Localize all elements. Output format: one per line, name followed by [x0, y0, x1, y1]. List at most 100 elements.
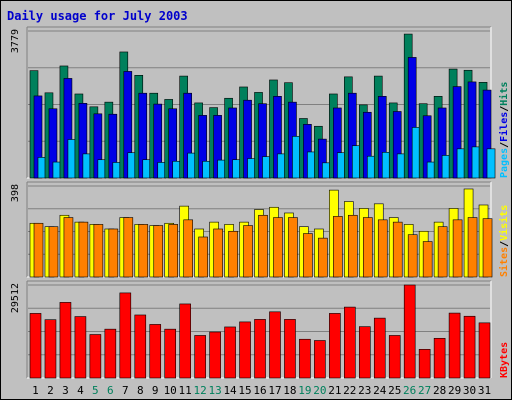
x-tick-label-day-16: 16 [253, 384, 266, 397]
bar-sites-day-19 [303, 233, 313, 278]
bar-kbytes-day-3 [59, 302, 72, 379]
x-tick-label-day-28: 28 [433, 384, 446, 397]
bar-sites-day-26 [407, 234, 418, 278]
x-tick-label-day-6: 6 [107, 384, 114, 397]
x-tick-label-day-22: 22 [343, 384, 356, 397]
x-tick-label-day-7: 7 [122, 384, 129, 397]
bar-sites-day-18 [288, 217, 298, 278]
bar-sites-day-4 [78, 221, 89, 278]
bar-kbytes-day-5 [89, 334, 102, 379]
bar-sites-day-14 [228, 230, 238, 278]
bar-sites-day-3 [63, 217, 74, 278]
bar-sites-day-2 [48, 226, 59, 278]
bar-kbytes-day-23 [358, 326, 371, 379]
bar-pages-day-31 [486, 148, 496, 179]
bar-kbytes-day-15 [239, 321, 251, 379]
legend-entry: / [499, 241, 510, 247]
bar-sites-day-7 [123, 217, 134, 278]
bar-sites-day-30 [467, 217, 478, 278]
legend-entry: / [499, 106, 510, 112]
x-tick-label-day-15: 15 [238, 384, 251, 397]
x-tick-label-day-14: 14 [223, 384, 237, 397]
x-tick-label-day-3: 3 [62, 384, 69, 397]
x-tick-label-day-8: 8 [137, 384, 144, 397]
x-tick-label-day-17: 17 [268, 384, 281, 397]
bar-sites-day-16 [258, 214, 268, 278]
x-tick-label-day-9: 9 [152, 384, 159, 397]
bar-sites-day-15 [243, 225, 253, 278]
bar-kbytes-day-18 [284, 319, 296, 379]
legend-entry: KBytes [499, 342, 510, 378]
bar-kbytes-day-13 [209, 331, 221, 379]
bar-kbytes-day-17 [269, 311, 281, 379]
bar-sites-day-20 [318, 237, 328, 278]
x-tick-label-day-10: 10 [164, 384, 177, 397]
bar-sites-day-12 [198, 236, 208, 278]
legend-kbytes: KBytes [499, 342, 510, 378]
x-tick-label-day-18: 18 [283, 384, 296, 397]
x-tick-label-day-29: 29 [448, 384, 461, 397]
x-tick-label-day-24: 24 [373, 384, 387, 397]
bar-sites-day-28 [437, 226, 448, 278]
bar-kbytes-day-28 [433, 337, 446, 379]
legend-visits_sites: Sites/Visits [498, 205, 510, 277]
legend-entry: / [499, 142, 510, 148]
bar-kbytes-day-16 [254, 319, 266, 379]
bar-sites-day-24 [377, 219, 388, 278]
bar-kbytes-day-11 [179, 303, 191, 379]
bar-kbytes-day-22 [344, 306, 356, 379]
bar-kbytes-day-2 [44, 319, 57, 379]
x-tick-label-day-27: 27 [418, 384, 431, 397]
bar-kbytes-day-29 [448, 312, 461, 379]
x-tick-label-day-2: 2 [47, 384, 54, 397]
bar-sites-day-23 [362, 217, 373, 278]
legend-entry: Files [498, 112, 510, 142]
bar-sites-day-27 [422, 241, 433, 278]
legend-entry: Visits [498, 205, 510, 241]
bar-kbytes-day-21 [329, 313, 341, 379]
legend-entry: Sites [498, 247, 510, 277]
bar-kbytes-day-30 [463, 315, 476, 379]
bar-sites-day-10 [168, 224, 179, 278]
x-tick-label-day-31: 31 [478, 384, 491, 397]
bar-sites-day-6 [108, 228, 119, 278]
bar-sites-day-22 [348, 214, 358, 278]
panel-visits_sites: 398 Sites/Visits [10, 181, 510, 278]
x-tick-label-day-5: 5 [92, 384, 99, 397]
bar-sites-day-13 [213, 228, 223, 278]
legend-hits_files_pages: Pages/Files/Hits [498, 82, 510, 178]
x-tick-label-day-11: 11 [179, 384, 192, 397]
x-tick-label-day-12: 12 [194, 384, 207, 397]
max-label: 3779 [10, 29, 21, 53]
x-tick-label-day-23: 23 [358, 384, 371, 397]
bar-kbytes-day-27 [418, 349, 431, 379]
bar-kbytes-day-1 [29, 313, 42, 379]
bar-kbytes-day-8 [134, 314, 147, 379]
bar-kbytes-day-10 [164, 328, 177, 379]
legend-entry: Hits [498, 82, 510, 106]
bar-kbytes-day-26 [403, 284, 416, 379]
bar-kbytes-day-25 [388, 335, 401, 379]
bar-kbytes-day-31 [478, 322, 491, 379]
x-tick-label-day-26: 26 [403, 384, 416, 397]
bar-kbytes-day-7 [119, 292, 132, 379]
max-label: 29512 [10, 283, 21, 313]
bar-kbytes-day-9 [149, 324, 162, 379]
bar-sites-day-21 [333, 216, 343, 278]
bar-sites-day-17 [273, 217, 283, 278]
legend-entry: Pages [499, 148, 510, 178]
bar-kbytes-day-20 [314, 340, 326, 379]
bar-sites-day-31 [482, 218, 493, 278]
bar-sites-day-5 [93, 224, 104, 278]
x-tick-label-day-25: 25 [388, 384, 401, 397]
max-label: 398 [10, 184, 21, 202]
panel-kbytes: 29512 KBytes [10, 280, 510, 379]
bar-sites-day-11 [183, 219, 193, 278]
bar-sites-day-8 [138, 224, 149, 278]
bar-kbytes-day-14 [224, 326, 236, 379]
x-tick-label-day-20: 20 [313, 384, 326, 397]
x-tick-label-day-30: 30 [463, 384, 476, 397]
